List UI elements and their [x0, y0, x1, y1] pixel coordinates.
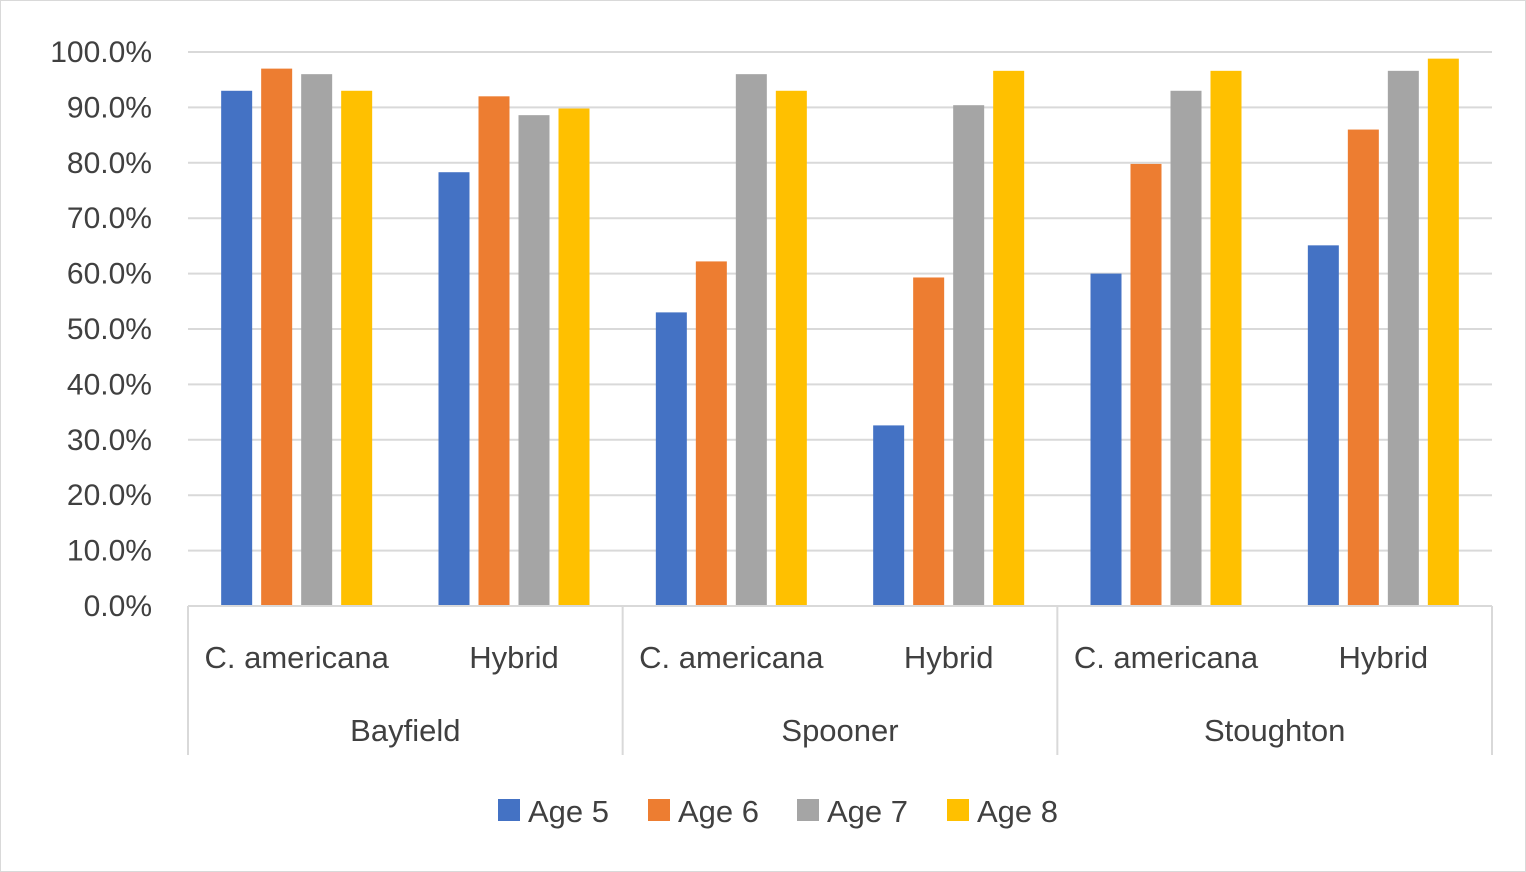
bar: [913, 277, 945, 606]
y-tick-label: 90.0%: [67, 91, 152, 124]
bar: [261, 68, 293, 607]
legend-label: Age 6: [678, 794, 759, 829]
bar: [1347, 129, 1379, 606]
category-label: C. americana: [639, 640, 824, 675]
bar: [221, 90, 253, 606]
category-label: Hybrid: [904, 640, 994, 675]
legend-swatch: [947, 799, 969, 821]
legend-label: Age 8: [977, 794, 1058, 829]
bar: [1170, 90, 1202, 606]
y-axis-tick-labels: 0.0% 10.0% 20.0% 30.0% 40.0% 50.0% 60.0% 70.0% 8…: [50, 36, 152, 623]
gridlines: [188, 51, 1492, 607]
legend: Age 5 Age 6 Age 7 Age 8: [498, 794, 1058, 829]
category-label: C. americana: [204, 640, 389, 675]
category-label: Hybrid: [469, 640, 559, 675]
bar: [993, 70, 1025, 606]
bar: [695, 261, 727, 606]
group-label: Stoughton: [1204, 713, 1345, 748]
bar: [775, 90, 807, 606]
y-tick-label: 30.0%: [67, 424, 152, 457]
y-tick-label: 10.0%: [67, 535, 152, 568]
bar: [1387, 70, 1419, 606]
x-axis: C. americana Hybrid C. americana Hybrid C. a…: [187, 605, 1493, 755]
bar: [873, 425, 905, 606]
y-tick-label: 40.0%: [67, 368, 152, 401]
y-tick-label: 100.0%: [50, 36, 152, 69]
y-tick-label: 0.0%: [84, 590, 152, 623]
y-tick-label: 80.0%: [67, 147, 152, 180]
category-label: Hybrid: [1339, 640, 1429, 675]
bar: [1427, 58, 1459, 606]
group-label: Bayfield: [350, 713, 460, 748]
y-tick-label: 60.0%: [67, 258, 152, 291]
bar: [518, 115, 550, 606]
y-tick-label: 50.0%: [67, 313, 152, 346]
bar: [1090, 273, 1122, 606]
legend-label: Age 7: [827, 794, 908, 829]
bar: [953, 105, 985, 607]
bar: [1210, 70, 1242, 606]
category-label: C. americana: [1074, 640, 1259, 675]
bar: [735, 74, 767, 606]
bar: [438, 172, 470, 606]
bar: [301, 74, 333, 606]
bar: [558, 108, 590, 607]
bar: [655, 312, 687, 606]
bar: [1130, 163, 1162, 606]
legend-swatch: [797, 799, 819, 821]
bar: [478, 96, 510, 606]
bar: [341, 90, 373, 606]
y-tick-label: 70.0%: [67, 202, 152, 235]
y-tick-label: 20.0%: [67, 479, 152, 512]
legend-swatch: [498, 799, 520, 821]
legend-swatch: [648, 799, 670, 821]
group-label: Spooner: [781, 713, 898, 748]
bar: [1307, 245, 1339, 606]
bars: [221, 58, 1459, 607]
legend-label: Age 5: [528, 794, 609, 829]
